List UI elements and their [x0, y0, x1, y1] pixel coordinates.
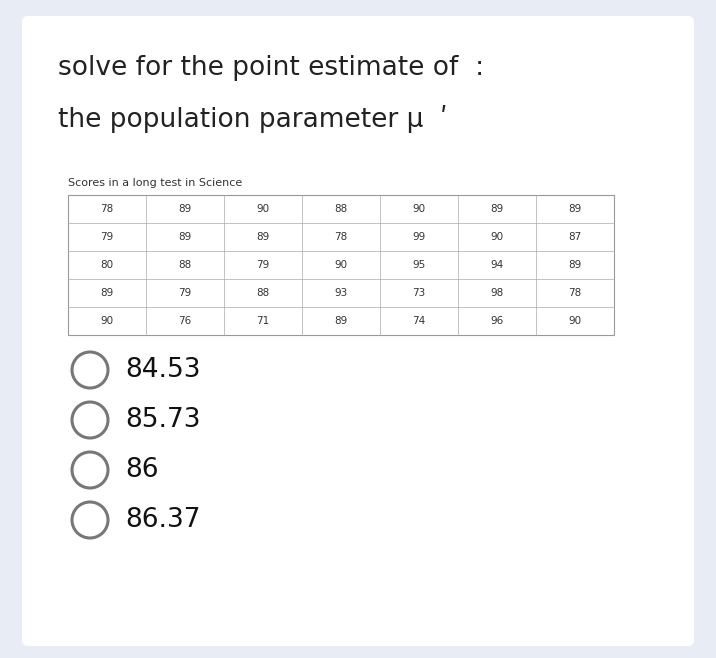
Text: 79: 79 — [100, 232, 114, 242]
Text: 90: 90 — [100, 316, 114, 326]
FancyBboxPatch shape — [22, 16, 694, 646]
Text: 99: 99 — [412, 232, 425, 242]
Text: 90: 90 — [490, 232, 503, 242]
Text: 98: 98 — [490, 288, 503, 298]
Text: 94: 94 — [490, 260, 503, 270]
Text: 89: 89 — [100, 288, 114, 298]
Text: 78: 78 — [100, 204, 114, 214]
Text: 89: 89 — [569, 204, 581, 214]
Text: 95: 95 — [412, 260, 425, 270]
Bar — [68, 195, 614, 335]
Text: 78: 78 — [569, 288, 581, 298]
Text: 90: 90 — [569, 316, 581, 326]
Text: 85.73: 85.73 — [125, 407, 200, 433]
Text: solve for the point estimate of  :: solve for the point estimate of : — [58, 55, 484, 81]
Text: 87: 87 — [569, 232, 581, 242]
Text: 86.37: 86.37 — [125, 507, 200, 533]
Text: 79: 79 — [256, 260, 270, 270]
Text: 86: 86 — [125, 457, 158, 483]
Text: 88: 88 — [256, 288, 270, 298]
Text: 74: 74 — [412, 316, 425, 326]
Text: 93: 93 — [334, 288, 348, 298]
Text: 78: 78 — [334, 232, 348, 242]
Text: Scores in a long test in Science: Scores in a long test in Science — [68, 178, 242, 188]
Text: 88: 88 — [178, 260, 192, 270]
Text: 80: 80 — [100, 260, 114, 270]
Text: 84.53: 84.53 — [125, 357, 200, 383]
Text: 89: 89 — [490, 204, 503, 214]
Text: 89: 89 — [334, 316, 348, 326]
Text: 89: 89 — [256, 232, 270, 242]
Text: 76: 76 — [178, 316, 192, 326]
Text: 73: 73 — [412, 288, 425, 298]
Text: 89: 89 — [569, 260, 581, 270]
Text: 90: 90 — [334, 260, 347, 270]
Text: 71: 71 — [256, 316, 270, 326]
Text: 88: 88 — [334, 204, 348, 214]
Text: the population parameter μ  ʹ: the population parameter μ ʹ — [58, 105, 448, 133]
Text: 79: 79 — [178, 288, 192, 298]
Text: 89: 89 — [178, 232, 192, 242]
Text: 89: 89 — [178, 204, 192, 214]
Text: 90: 90 — [256, 204, 269, 214]
Text: 96: 96 — [490, 316, 503, 326]
Text: 90: 90 — [412, 204, 425, 214]
